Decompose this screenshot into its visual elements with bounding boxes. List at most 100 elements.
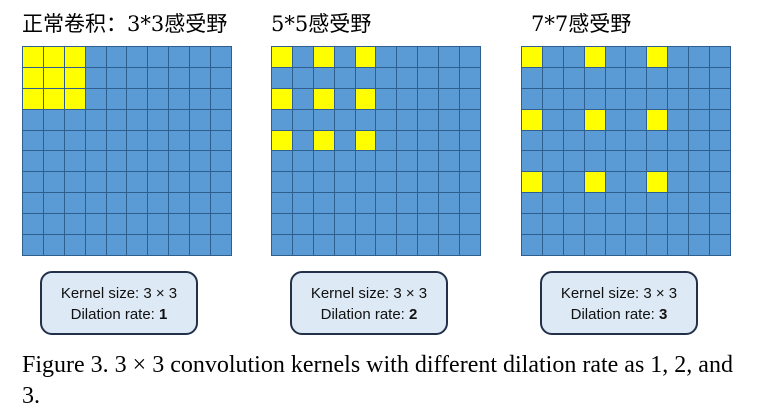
kernel-cell [64,88,85,109]
grid-cell [522,67,542,88]
grid-cell [418,47,439,67]
grid-cell [626,130,647,151]
grid-cell [334,67,355,88]
grid-cell [563,151,584,172]
grid-cell [23,193,43,214]
grid-cell [376,88,397,109]
grid-cell [563,67,584,88]
grid-cell [190,151,211,172]
grid-cell [127,47,148,67]
grid-cell [313,109,334,130]
grid-cell [190,88,211,109]
grid-cell [668,172,689,193]
kernel-cell [584,172,605,193]
grid-cell [211,67,231,88]
grid-cell [668,47,689,67]
grid-cell [190,130,211,151]
grid-cell [439,67,460,88]
grid-cell [522,193,542,214]
grid-cell [106,67,127,88]
grid-cell [710,193,730,214]
grid-cell [127,130,148,151]
grid-cell [272,172,292,193]
grid-cell [85,235,106,255]
grid-cell [626,47,647,67]
grid-cell [668,214,689,235]
grid-cell [127,109,148,130]
grid-cell [710,172,730,193]
grid-cell [418,109,439,130]
grid-cell [313,172,334,193]
grid-cell [355,172,376,193]
grid-cell [355,214,376,235]
grid-cell [43,109,64,130]
panel-3-title: 7*7感受野 [531,12,632,36]
grid-cell [605,88,626,109]
kernel-cell [23,88,43,109]
grid-cell [418,130,439,151]
grid-cell [668,88,689,109]
grid-cell [23,109,43,130]
grid-cell [334,88,355,109]
grid-cell [106,130,127,151]
grid-cell [522,88,542,109]
grid-cell [376,235,397,255]
grid-cell [148,47,169,67]
grid-cell [563,235,584,255]
grid-cell [334,214,355,235]
grid-cell [127,151,148,172]
grid-cell [605,151,626,172]
grid-cell [710,214,730,235]
grid-cell [85,151,106,172]
grid-cell [439,88,460,109]
grid-cell [85,109,106,130]
kernel-cell [584,47,605,67]
grid-cell [148,214,169,235]
grid-cell [355,67,376,88]
grid-cell [169,109,190,130]
grid-cell [43,214,64,235]
grid-cell [334,151,355,172]
grid-cell [272,193,292,214]
grid-cell [460,193,480,214]
grid-cell [460,214,480,235]
grid-cell [418,151,439,172]
grid-cell [563,172,584,193]
kernel-cell [272,88,292,109]
grid-cell [23,214,43,235]
panel-3-dilation-rate: Dilation rate: 3 [542,304,696,325]
grid-cell [43,193,64,214]
grid-cell [85,193,106,214]
grid-cell [148,130,169,151]
grid-cell [668,67,689,88]
panel-2-info-box: Kernel size: 3 × 3 Dilation rate: 2 [290,271,448,335]
grid-cell [148,235,169,255]
dilation-label: Dilation rate: [70,306,160,323]
grid-cell [169,47,190,67]
grid-cell [23,235,43,255]
grid-cell [64,151,85,172]
grid-cell [148,67,169,88]
kernel-cell [23,67,43,88]
kernel-cell [64,47,85,67]
grid-cell [148,151,169,172]
grid-cell [522,130,542,151]
grid-cell [668,109,689,130]
kernel-cell [647,47,668,67]
grid-cell [355,109,376,130]
kernel-cell [272,47,292,67]
grid-cell [626,151,647,172]
grid-cell [689,130,710,151]
grid-cell [397,214,418,235]
grid-cell [542,193,563,214]
grid-cell [439,151,460,172]
grid-cell [85,88,106,109]
grid-cell [626,88,647,109]
panel-2-grid [271,46,481,256]
grid-cell [647,130,668,151]
grid-cell [563,214,584,235]
grid-cell [522,151,542,172]
grid-cell [355,193,376,214]
grid-cell [292,130,313,151]
kernel-cell [584,109,605,130]
